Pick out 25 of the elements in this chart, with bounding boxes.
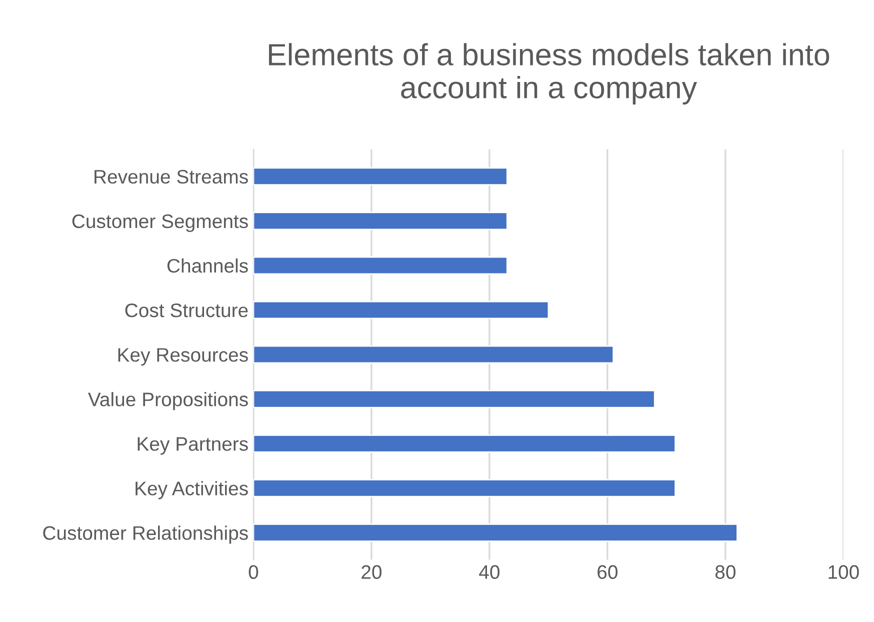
bar <box>253 300 550 320</box>
x-tick-label: 60 <box>598 565 618 579</box>
bar <box>253 524 738 542</box>
x-tick-label: 80 <box>715 565 736 579</box>
y-tick-label: Channels <box>167 258 248 273</box>
y-tick-label: Cost Structure <box>125 303 248 318</box>
y-tick-label: Customer Relationships <box>43 526 248 544</box>
y-tick-label: Customer Segments <box>72 214 248 232</box>
x-tick-label: 40 <box>479 565 500 579</box>
bar <box>253 345 614 364</box>
bar <box>253 167 508 186</box>
bar <box>253 434 676 453</box>
bar <box>253 390 656 408</box>
x-tick-label: 0 <box>248 565 258 579</box>
y-tick-label: Key Partners <box>138 437 248 455</box>
x-tick-label: 20 <box>362 565 382 579</box>
y-tick-label: Revenue Streams <box>94 170 248 184</box>
y-tick-label: Value Propositions <box>88 392 248 410</box>
x-tick-label: 100 <box>828 565 859 579</box>
y-tick-label: Key Activities <box>136 481 248 500</box>
y-tick-label: Key Resources <box>118 348 248 366</box>
bar <box>253 256 508 275</box>
bar <box>253 212 508 230</box>
bar <box>253 478 676 498</box>
chart-title: Elements of a business models taken into account in a company <box>269 43 830 104</box>
